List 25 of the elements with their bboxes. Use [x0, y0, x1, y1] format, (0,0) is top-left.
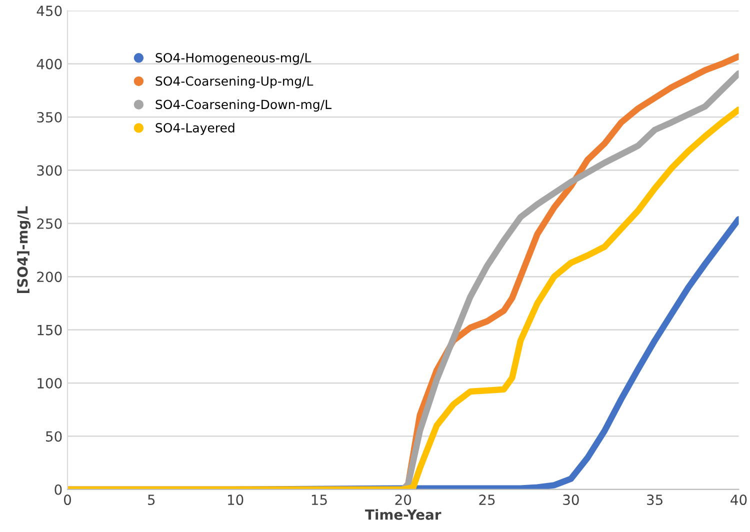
y-tick-label: 50: [46, 431, 62, 442]
x-tick-label: 25: [479, 494, 495, 506]
y-tick-label: 100: [38, 378, 62, 389]
y-tick-label: 350: [37, 112, 62, 123]
legend-label: SO4-Layered: [156, 122, 234, 135]
y-tick-label: 0: [54, 484, 62, 495]
x-tick-label: 10: [228, 494, 244, 506]
y-axis-title: [SO4]-mg/L: [17, 206, 31, 293]
y-tick-label: 450: [36, 6, 62, 16]
y-tick-label: 150: [38, 324, 62, 336]
x-tick-label: 5: [148, 494, 155, 506]
x-axis-title: Time-Year: [365, 509, 442, 520]
legend-label: SO4-Coarsening-Up-mg/L: [156, 76, 314, 88]
x-tick-label: 15: [312, 494, 327, 506]
y-tick-label: 400: [36, 58, 62, 70]
legend-label: SO4-Coarsening-Down-mg/L: [156, 99, 332, 112]
y-tick-label: 250: [37, 218, 62, 229]
x-tick-label: 35: [647, 494, 662, 506]
x-tick-label: 20: [395, 494, 412, 506]
x-tick-label: 0: [64, 494, 71, 506]
y-tick-label: 200: [37, 272, 62, 282]
x-tick-label: 30: [563, 494, 579, 506]
y-tick-label: 300: [37, 165, 62, 176]
x-tick-label: 40: [730, 494, 747, 506]
legend-label: SO4-Homogeneous-mg/L: [156, 52, 312, 65]
